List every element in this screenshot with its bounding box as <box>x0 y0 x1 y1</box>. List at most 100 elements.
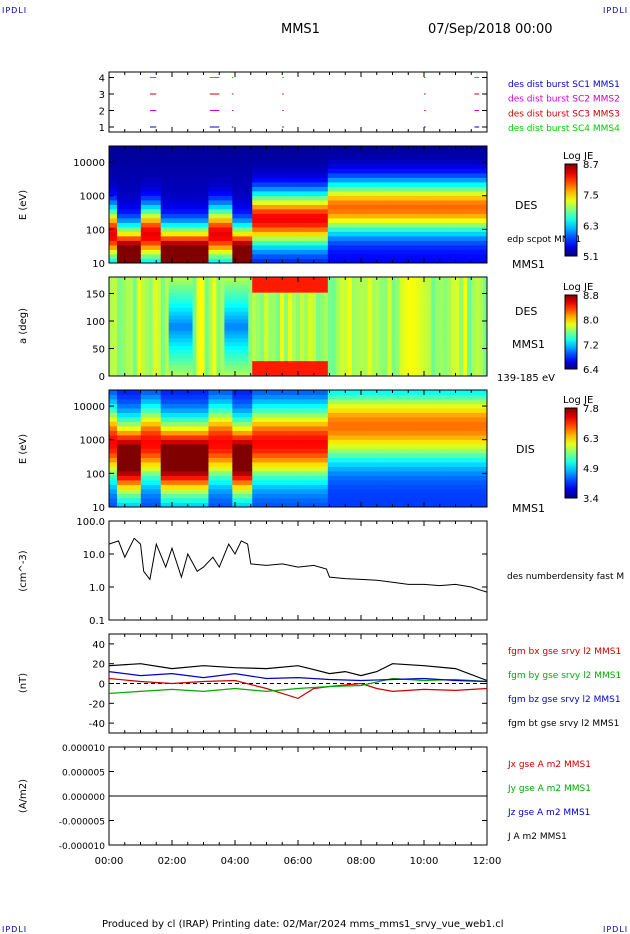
des-pitch-cell <box>224 334 229 339</box>
des-pitch-cell <box>419 307 424 312</box>
des-energy-cell <box>327 204 333 210</box>
des-energy-cell <box>367 200 373 205</box>
des-energy-cell <box>228 245 233 250</box>
des-pitch-cell <box>236 315 241 320</box>
des-energy-cell <box>435 159 440 165</box>
des-pitch-cell <box>109 280 114 286</box>
des-pitch-cell <box>292 372 297 377</box>
des-energy-cell <box>184 222 189 228</box>
des-energy-cell <box>407 159 412 165</box>
des-pitch-cell <box>299 372 305 377</box>
des-energy-cell <box>347 222 353 228</box>
des-energy-cell <box>339 218 345 223</box>
des-energy-cell <box>355 222 361 228</box>
des-pitch-cell <box>112 334 118 339</box>
des-pitch-cell <box>327 326 333 331</box>
des-pitch-cell <box>192 303 197 308</box>
des-energy-cell <box>212 231 217 237</box>
des-pitch-cell <box>116 353 122 358</box>
des-pitch-cell <box>351 353 357 358</box>
des-pitch-cell <box>248 307 253 312</box>
des-pitch-cell <box>403 303 408 308</box>
des-pitch-cell <box>168 356 174 362</box>
des-pitch-cell <box>403 284 408 289</box>
des-energy-cell <box>228 258 233 264</box>
des-pitch-cell <box>427 337 432 343</box>
des-energy-cell <box>260 227 265 232</box>
des-pitch-cell <box>407 368 412 373</box>
des-pitch-cell <box>395 277 400 282</box>
des-energy-cell <box>192 222 197 228</box>
des-pitch-cell <box>232 341 237 346</box>
des-pitch-cell <box>335 330 341 335</box>
des-pitch-cell <box>299 284 305 289</box>
des-pitch-cell <box>120 292 126 297</box>
des-energy-cell <box>427 146 432 151</box>
des-energy-cell <box>228 236 233 241</box>
des-energy-cell <box>236 222 241 228</box>
des-pitch-cell <box>339 299 345 305</box>
des-energy-cell <box>252 240 257 246</box>
des-energy-cell <box>216 186 221 192</box>
des-pitch-cell <box>212 315 217 320</box>
des-energy-cell <box>307 249 313 255</box>
des-pitch-cell <box>109 360 114 365</box>
des-pitch-cell <box>411 292 416 297</box>
des-energy-cell <box>303 204 309 210</box>
des-pitch-cell <box>299 303 305 308</box>
des-pitch-cell <box>303 311 309 316</box>
des-energy-cell <box>156 200 162 205</box>
des-pitch-cell <box>196 277 201 282</box>
des-energy-cell <box>144 222 150 228</box>
des-pitch-cell <box>176 372 182 377</box>
des-pitch-cell <box>112 341 118 346</box>
des-energy-cell <box>224 146 229 151</box>
des-energy-cell <box>184 177 189 183</box>
des-pitch-cell <box>367 330 373 335</box>
des-pitch-cell <box>431 334 436 339</box>
des-energy-cell <box>196 155 201 160</box>
des-pitch-cell <box>136 296 142 301</box>
des-pitch-cell <box>264 299 269 305</box>
des-energy-cell <box>331 146 337 151</box>
des-pitch-cell <box>276 368 281 373</box>
des-energy-cell <box>136 182 142 187</box>
des-pitch-cell <box>164 360 170 365</box>
des-energy-cell <box>475 186 480 192</box>
des-energy-cell <box>132 155 138 160</box>
des-energy-cell <box>447 150 452 156</box>
des-energy-cell <box>455 146 460 151</box>
des-pitch-cell <box>200 315 205 320</box>
des-energy-cell <box>363 258 369 264</box>
des-pitch-cell <box>447 330 452 335</box>
des-energy-cell <box>375 159 380 165</box>
des-energy-cell <box>236 213 241 219</box>
des-energy-cell <box>455 254 460 259</box>
des-energy-cell <box>216 209 221 214</box>
des-energy-cell <box>284 168 289 174</box>
des-pitch-cell <box>224 318 229 324</box>
des-pitch-cell <box>124 337 130 343</box>
des-energy-cell <box>343 231 349 237</box>
des-pitch-cell <box>331 288 337 293</box>
des-energy-cell <box>128 218 134 223</box>
des-pitch-cell <box>120 372 126 377</box>
des-energy-cell <box>371 231 376 237</box>
des-energy-cell <box>323 245 329 250</box>
des-pitch-cell <box>256 292 261 297</box>
des-pitch-cell <box>407 349 412 354</box>
des-pitch-cell <box>411 372 416 377</box>
des-energy-cell <box>387 186 392 192</box>
des-energy-cell <box>264 200 269 205</box>
des-pitch-cell <box>439 356 444 362</box>
des-pitch-cell <box>180 292 185 297</box>
des-pitch-cell <box>363 292 369 297</box>
des-pitch-cell <box>216 292 221 297</box>
des-energy-cell <box>479 209 484 214</box>
des-energy-cell <box>160 209 166 214</box>
des-pitch-cell <box>415 299 420 305</box>
des-energy-cell <box>116 150 122 156</box>
des-pitch-cell <box>220 288 225 293</box>
des-pitch-cell <box>431 372 436 377</box>
des-energy-cell <box>431 200 436 205</box>
